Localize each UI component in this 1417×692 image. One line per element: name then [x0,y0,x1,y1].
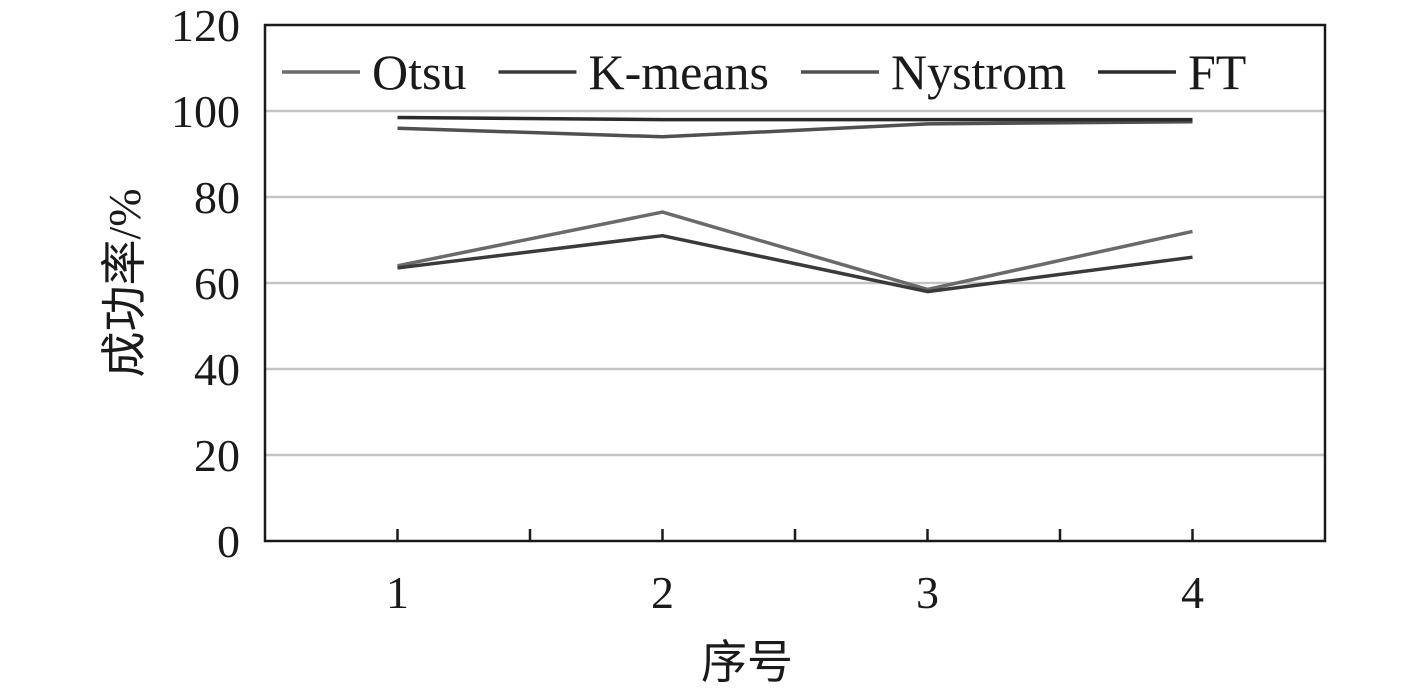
x-axis: 1 2 3 4 [386,529,1204,618]
series-lines [397,115,1193,294]
series-line-otsu [397,210,1193,292]
y-axis-label: 成功率/% [99,188,150,377]
y-tick-label: 80 [194,172,240,223]
x-tick-label: 4 [1181,567,1204,618]
y-tick-label: 40 [194,344,240,395]
legend: Otsu K-means Nystrom FT [282,44,1246,100]
y-tick-label: 20 [194,430,240,481]
y-tick-label: 120 [171,0,240,51]
series-line-k-means [397,233,1193,294]
legend-label-nystrom: Nystrom [891,44,1066,100]
legend-label-k-means: K-means [588,44,769,100]
y-tick-label: 60 [194,258,240,309]
x-tick-label: 2 [651,567,674,618]
y-axis: 0 20 40 60 80 100 120 [171,0,240,567]
legend-label-ft: FT [1188,44,1246,100]
legend-label-otsu: Otsu [372,44,466,100]
x-tick-label: 3 [916,567,939,618]
series-line-ft [397,115,1193,122]
x-axis-label: 序号 [701,637,793,688]
series-line-nystrom [397,120,1193,139]
gridlines [265,109,1325,457]
y-tick-label: 100 [171,86,240,137]
y-tick-label: 0 [217,516,240,567]
x-tick-label: 1 [386,567,409,618]
